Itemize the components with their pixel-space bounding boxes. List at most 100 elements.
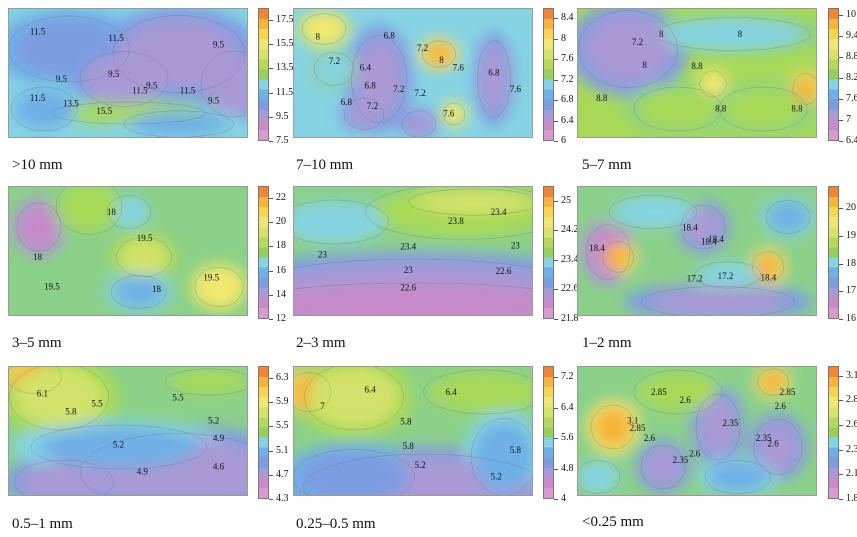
colorbar-tick-mark [269,426,273,427]
colorbar-tick-mark [554,438,558,439]
field-region [708,462,768,492]
field-region [479,44,509,114]
colorbar-tick-mark [554,408,558,409]
contour-label: 5.2 [415,460,426,470]
colorbar-tick-mark [839,400,843,401]
colorbar-tick-mark [269,93,273,94]
contour-label: 19.5 [203,272,219,282]
colorbar-tick-label: 21.8 [561,314,579,324]
panel-caption: 0.5–1 mm [12,516,73,533]
colorbar-tick-label: 24.2 [561,225,579,235]
colorbar-strip [828,366,839,499]
colorbar-tick-label: 23.4 [561,255,579,265]
field-region [84,54,164,104]
colorbar-tick-label: 20 [276,217,286,227]
colorbar-tick-label: 12 [276,314,286,324]
colorbar-tick-label: 8 [561,34,566,44]
colorbar-tick-label: 2.85 [846,395,857,405]
contour-label: 19.5 [44,281,60,291]
colorbar-tick-label: 7.5 [276,136,289,146]
colorbar-tick-mark [554,80,558,81]
field-region [593,407,633,447]
colorbar-7: 6.3 5.9 5.5 5.1 4.7 4.3 [258,366,286,499]
colorbar-strip [828,186,839,319]
colorbar-tick-mark [269,222,273,223]
field-region [309,367,399,427]
contour-label: 7.2 [329,56,340,66]
contour-map-1: 11.5 11.5 9.5 9.5 9.5 9.5 11.5 13.5 15.5 11.5 11.5… [8,8,248,138]
colorbar-tick-label: 7.2 [561,372,574,382]
colorbar-tick-label: 6.8 [561,95,574,105]
contour-label: 5.2 [208,415,219,425]
contour-label: 5.8 [510,445,522,455]
colorbar-tick-label: 2.1 [846,469,857,479]
colorbar-tick-label: 19 [846,231,856,241]
colorbar-tick-label: 10 [846,10,856,20]
colorbar-tick-label: 6.3 [276,373,289,383]
colorbar-3: 10 9.4 8.8 8.2 7.6 7 6.4 [828,8,856,141]
field-region [578,462,618,492]
contour-label: 23.8 [448,216,464,226]
field-region [583,14,673,84]
field-region [404,112,434,136]
contour-label: 17.2 [718,271,734,281]
colorbar-1: 17.5 15.5 13.5 11.5 9.5 7.5 [258,8,286,141]
contour-label: 18.4 [682,223,698,233]
contour-label: 18.4 [708,234,724,244]
colorbar-tick-label: 6 [561,136,566,146]
contour-label: 2.6 [775,401,787,411]
field-region [474,422,532,492]
colorbar-tick-mark [839,15,843,16]
colorbar-strip [543,186,554,319]
colorbar-tick-mark [269,141,273,142]
contour-label: 11.5 [108,33,124,43]
contour-label: 7.2 [393,84,404,94]
contour-label: 6.8 [341,97,353,107]
contour-map-7: 6.1 5.8 5.5 5.5 5.2 4.9 5.2 4.6 4.9 [8,366,248,496]
colorbar-tick-label: 11.5 [276,88,293,98]
colorbar-5: 25 24.2 23.4 22.6 21.8 [543,186,571,319]
contour-label: 5.8 [65,406,77,416]
contour-label: 4.9 [213,433,225,443]
colorbar-tick-mark [269,378,273,379]
colorbar-tick-mark [839,319,843,320]
contour-label: 8 [642,60,647,70]
colorbar-tick-mark [839,474,843,475]
contour-label: 9.5 [213,39,225,49]
colorbar-tick-mark [839,99,843,100]
contour-label: 6.8 [384,30,396,40]
field-region [169,370,247,394]
panel-caption: >10 mm [12,157,63,174]
contour-label: 11.5 [180,85,196,95]
colorbar-tick-label: 2.6 [846,420,857,430]
colorbar-tick-mark [554,319,558,320]
colorbar-tick-mark [839,264,843,265]
colorbar-tick-mark [269,451,273,452]
contour-label: 6.4 [445,387,457,397]
colorbar-tick-mark [269,295,273,296]
colorbar-tick-mark [269,271,273,272]
colorbar-tick-mark [269,68,273,69]
colorbar-tick-mark [554,141,558,142]
colorbar-tick-mark [554,39,558,40]
contour-label: 23.4 [491,207,507,217]
contour-label: 8 [316,32,321,42]
colorbar-tick-label: 5.5 [276,421,289,431]
contour-label: 9.5 [56,74,68,84]
contour-label: 22.6 [496,266,512,276]
contour-label: 9.5 [108,69,120,79]
colorbar-tick-label: 2.35 [846,445,857,455]
colorbar-tick-label: 18 [846,259,856,269]
field-region [414,190,532,214]
contour-label: 7 [320,401,325,411]
contour-label: 2.6 [768,438,780,448]
colorbar-tick-mark [839,376,843,377]
colorbar-tick-label: 13.5 [276,63,294,73]
contour-label: 7.2 [632,37,643,47]
colorbar-tick-mark [269,475,273,476]
colorbar-tick-label: 6.4 [561,116,574,126]
field-region [768,202,808,232]
colorbar-tick-mark [269,117,273,118]
contour-label: 2.85 [780,387,796,397]
colorbar-strip [258,186,269,319]
